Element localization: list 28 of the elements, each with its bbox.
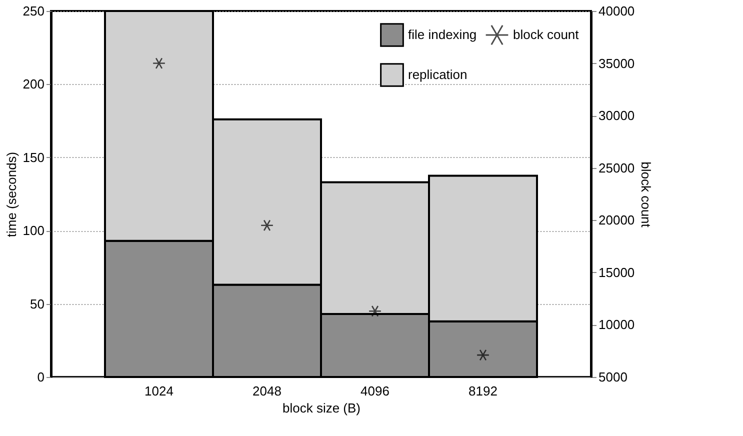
y-tick-label: 50 — [30, 296, 44, 312]
y2-tick-label: 5000 — [598, 370, 628, 384]
y2-axis-title: block count — [638, 162, 654, 228]
point — [152, 58, 166, 70]
point — [260, 220, 274, 232]
legend-label: block count — [513, 27, 580, 42]
y-tick-label: 200 — [22, 76, 44, 92]
x-axis-title: block size (B) — [282, 400, 361, 416]
x-tick-label: 4096 — [360, 384, 390, 398]
legend-label: file indexing — [408, 27, 477, 42]
point — [368, 305, 382, 317]
y2-tick-label: 15000 — [598, 264, 635, 280]
x-tick-label: 2048 — [252, 384, 282, 398]
y2-tick-label: 10000 — [598, 317, 635, 332]
y2-tick-label: 30000 — [598, 108, 635, 124]
y-tick-label: 0 — [37, 370, 44, 384]
y2-tick-label: 40000 — [598, 4, 635, 18]
y-axis-title: time (seconds) — [4, 152, 19, 238]
y-tick-label: 150 — [22, 150, 44, 165]
y-tick-label: 100 — [22, 223, 44, 238]
x-tick-label: 8192 — [468, 384, 498, 398]
y2-tick-label: 20000 — [598, 212, 635, 228]
x-tick-label: 1024 — [144, 384, 174, 398]
point — [476, 349, 490, 361]
y2-tick-label: 25000 — [598, 160, 635, 176]
y-tick-label: 250 — [22, 4, 44, 18]
y2-tick-label: 35000 — [598, 56, 635, 71]
legend-label: replication — [408, 67, 468, 82]
